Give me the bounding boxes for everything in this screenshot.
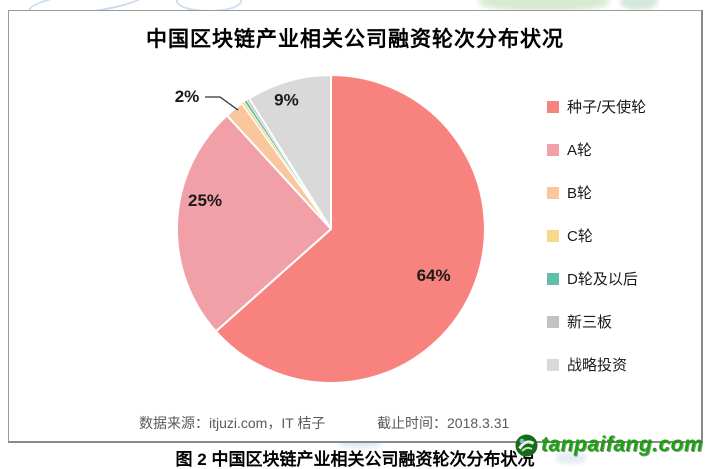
leader-line (205, 96, 239, 111)
watermark-blob-green (620, 0, 658, 10)
pie-slice-0 (214, 74, 486, 384)
legend-item-3: C轮 (547, 214, 646, 257)
legend-swatch-6 (547, 358, 559, 371)
legend-label-0: 种子/天使轮 (567, 99, 647, 116)
legend-item-4: D轮及以后 (547, 257, 646, 300)
watermark-tanpaifang: tanpaifang.com (515, 433, 703, 457)
data-deadline-text: 截止时间：2018.3.31 (377, 415, 510, 431)
figure-caption: 图 2 中国区块链产业相关公司融资轮次分布状况 (175, 450, 535, 469)
chart-frame: 中国区块链产业相关公司融资轮次分布状况 64% 25% 2% 9% 种子/天使轮 A轮 B… (8, 10, 703, 443)
data-source-text: 数据来源：itjuzi.com，IT 桔子 (139, 415, 326, 431)
legend-label-1: A轮 (567, 142, 593, 159)
legend-swatch-1 (547, 143, 559, 156)
legend-swatch-4 (547, 272, 559, 285)
legend-label-2: B轮 (567, 185, 593, 202)
legend-label-5: 新三板 (567, 314, 613, 331)
legend-item-2: B轮 (547, 171, 646, 214)
pie-slice-1 (175, 114, 332, 333)
legend-swatch-0 (547, 100, 559, 113)
tanpaifang-logo-icon (515, 434, 538, 456)
pie-chart: 64% 25% 2% 9% (175, 74, 486, 384)
legend-item-0: 种子/天使轮 (547, 85, 646, 128)
pie-label-0: 64% (417, 266, 451, 285)
pie-label-1: 25% (188, 191, 222, 210)
pie-label-2: 2% (175, 87, 200, 106)
legend-swatch-3 (547, 229, 559, 242)
legend-swatch-5 (547, 315, 559, 328)
legend-item-6: 战略投资 (547, 343, 646, 386)
pie-label-6: 9% (274, 90, 299, 109)
pie-slice-6 (248, 74, 332, 230)
chart-title: 中国区块链产业相关公司融资轮次分布状况 (146, 28, 564, 51)
legend-swatch-2 (547, 186, 559, 199)
legend-label-6: 战略投资 (567, 357, 628, 374)
tanpaifang-url: tanpaifang.com (541, 433, 704, 456)
legend-label-3: C轮 (567, 228, 593, 245)
legend-item-5: 新三板 (547, 300, 646, 343)
legend-item-1: A轮 (547, 128, 646, 171)
legend: 种子/天使轮 A轮 B轮 C轮 D轮及以后新三板战略投资 (547, 85, 646, 386)
legend-label-4: D轮及以后 (567, 271, 638, 288)
